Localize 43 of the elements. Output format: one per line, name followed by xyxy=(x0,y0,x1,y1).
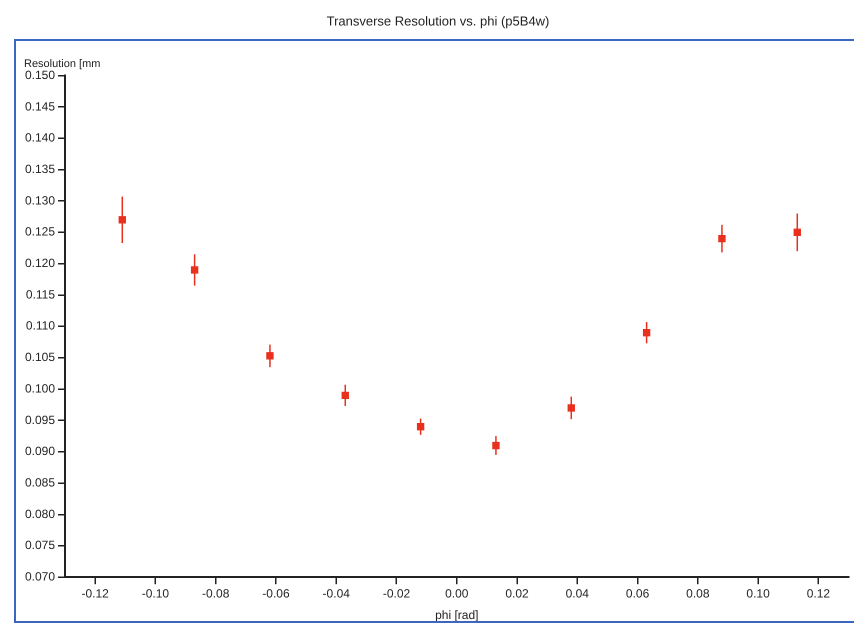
y-tick-label: 0.090 xyxy=(25,444,56,458)
point xyxy=(416,423,424,430)
point xyxy=(568,404,575,412)
y-tick-label: 0.115 xyxy=(26,287,56,302)
y-tick-label: 0.150 xyxy=(25,68,56,82)
x-tick-label: 0.04 xyxy=(566,586,590,601)
x-tick-label: -0.12 xyxy=(81,586,110,601)
x-tick-label: -0.06 xyxy=(262,586,290,601)
y-tick-label: 0.080 xyxy=(25,506,56,521)
y-tick-label: 0.125 xyxy=(25,224,56,239)
point xyxy=(118,216,126,224)
x-tick-label: 0.12 xyxy=(806,586,830,601)
y-tick-label: 0.085 xyxy=(25,475,56,490)
y-tick-label: 0.070 xyxy=(25,570,56,584)
y-tick-label: 0.095 xyxy=(25,412,56,427)
y-tick-label: 0.140 xyxy=(25,130,56,145)
chart-title: Transverse Resolution vs. phi (p5B4w) xyxy=(326,13,550,28)
x-tick-label: 0.08 xyxy=(686,586,710,601)
y-tick-label: 0.145 xyxy=(25,99,56,114)
y-tick-label: 0.120 xyxy=(25,256,56,270)
y-tick-label: 0.105 xyxy=(25,350,56,364)
x-tick-label: 0.02 xyxy=(505,586,530,601)
point xyxy=(342,392,349,400)
x-tick-label: 0.10 xyxy=(746,586,770,601)
point xyxy=(190,266,198,274)
point xyxy=(492,442,500,450)
x-tick-label: -0.10 xyxy=(142,586,170,601)
x-tick-label: -0.02 xyxy=(382,586,410,601)
point xyxy=(794,228,801,236)
x-tick-label: -0.04 xyxy=(322,586,350,601)
x-tick-label: 0.06 xyxy=(626,586,650,601)
x-tick-label: 0.00 xyxy=(445,586,469,601)
y-tick-label: 0.075 xyxy=(25,538,56,552)
point xyxy=(266,352,274,360)
y-tick-label: 0.130 xyxy=(25,193,56,208)
y-tick-label: 0.110 xyxy=(26,318,56,333)
y-tick-label: 0.135 xyxy=(25,162,56,176)
x-axis-title: phi [rad] xyxy=(435,608,478,622)
x-tick-label: -0.08 xyxy=(202,586,230,601)
point xyxy=(718,234,726,242)
point xyxy=(642,328,650,336)
y-tick-label: 0.100 xyxy=(25,381,56,396)
y-axis-title: Resolution [mm xyxy=(24,58,100,70)
